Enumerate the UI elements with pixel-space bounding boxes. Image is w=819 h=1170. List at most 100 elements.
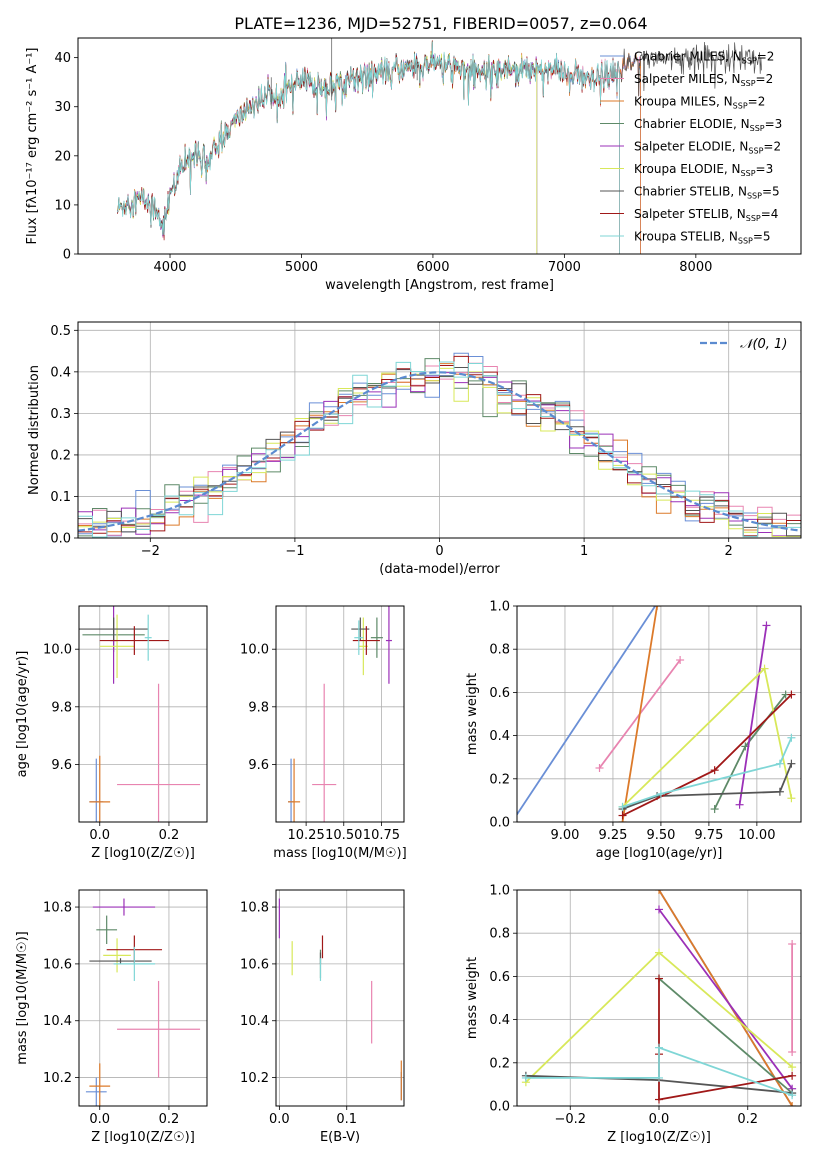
weight-marker — [653, 606, 662, 610]
y-tick-label: 0.5 — [50, 324, 71, 339]
weight-line-salpeter-elodie — [658, 908, 793, 1090]
weight-marker — [788, 1048, 797, 1056]
y-axis-label: mass weight — [465, 957, 480, 1039]
weight-marker — [656, 789, 665, 798]
figure-title: PLATE=1236, MJD=52751, FIBERID=0057, z=0… — [234, 14, 647, 33]
x-axis-label: age [log10(age/yr)] — [596, 846, 723, 861]
y-tick-label: 0.8 — [489, 643, 510, 658]
x-tick-label: −1 — [285, 544, 304, 559]
plot-area — [79, 606, 201, 822]
y-tick-label: 0.2 — [489, 1056, 510, 1071]
y-tick-label: 9.8 — [51, 700, 72, 715]
weight-marker — [655, 1095, 663, 1104]
legend-label: Salpeter ELODIE, NSSP=2 — [634, 140, 781, 156]
plot-area — [278, 898, 402, 1101]
weight-marker — [655, 1073, 663, 1082]
x-tick-label: 10.00 — [738, 828, 775, 843]
weight-line-kroupa-stelib — [525, 1046, 793, 1097]
weight-marker — [775, 759, 784, 768]
axes-frame — [77, 321, 802, 539]
errorbar-kroupa-miles — [89, 1063, 111, 1106]
weight-marker — [788, 1063, 797, 1072]
plot-area — [78, 352, 801, 538]
x-tick-label: 9.25 — [598, 828, 627, 843]
legend-label: Salpeter MILES, NSSP=2 — [634, 72, 773, 88]
y-axis-label: Normed distribution — [27, 365, 42, 495]
y-tick-label: 10.2 — [43, 1071, 72, 1086]
x-axis-label: mass [log10(M/M☉)] — [273, 846, 406, 861]
x-tick-label: 0 — [435, 544, 443, 559]
weight-marker — [710, 766, 719, 775]
y-tick-label: 10 — [54, 198, 71, 213]
weight-line-chabrier-miles — [517, 606, 656, 817]
gaussian-curve — [78, 371, 801, 532]
y-tick-label: 10.6 — [43, 957, 72, 972]
y-axis-label: Flux [fλ10⁻¹⁷ erg cm⁻² s⁻¹ A⁻¹] — [25, 48, 40, 245]
errorbar-kroupa-stelib — [354, 620, 364, 655]
panel-mass_vs_Z: 0.0 0.2 10.2 10.4 10.6 10.8 Z [log10(Z/Z☉)] mas… — [15, 889, 208, 1145]
weight-marker — [787, 690, 796, 699]
y-tick-label: 0.0 — [50, 532, 71, 547]
weight-marker — [655, 890, 663, 894]
panel-age_vs_Z: 0.0 0.2 9.6 9.8 10.0 Z [log10(Z/Z☉)] age [log1… — [15, 605, 208, 861]
spectrum-line-salpeter-stelib — [117, 40, 620, 254]
panel-spectrum: 4000 5000 6000 7000 8000 0 10 20 30 40 wavelength … — [25, 37, 802, 293]
y-axis-label: mass weight — [465, 673, 480, 755]
legend-gaussian-label: 𝒩(0, 1) — [740, 337, 787, 352]
errorbar-kroupa-stelib — [144, 614, 152, 661]
weight-marker — [788, 940, 797, 948]
x-tick-label: −2 — [141, 544, 160, 559]
legend-label: Kroupa ELODIE, NSSP=3 — [634, 162, 773, 178]
y-tick-label: 0.8 — [489, 927, 510, 942]
x-tick-label: 2 — [725, 544, 733, 559]
weight-marker — [618, 811, 627, 820]
weight-marker — [788, 1102, 797, 1106]
errorbar-salpeter-elodie — [385, 606, 392, 684]
y-tick-label: 0.2 — [489, 772, 510, 787]
errorbar-chabrier-stelib — [79, 617, 149, 641]
errorbar-kroupa-elodie — [103, 938, 131, 973]
weight-marker — [760, 664, 769, 673]
weight-marker — [655, 905, 663, 914]
x-tick-label: 0.2 — [737, 1112, 758, 1127]
axes-frame — [78, 889, 208, 1107]
weight-line-kroupa-stelib — [622, 737, 793, 808]
plot-area — [521, 890, 797, 1106]
y-tick-label: 0.1 — [50, 490, 71, 505]
y-tick-label: 10.8 — [43, 901, 72, 916]
y-tick-label: 10.0 — [43, 643, 72, 658]
errorbar-kroupa-miles — [288, 758, 301, 822]
y-tick-label: 0.0 — [489, 1100, 510, 1115]
weight-marker — [710, 805, 719, 814]
x-axis-label: (data-model)/error — [379, 562, 500, 577]
y-tick-label: 0.4 — [489, 729, 510, 744]
x-tick-label: 0.2 — [159, 828, 180, 843]
weight-line-salpeter-stelib — [622, 693, 793, 817]
errorbar-kroupa-elodie — [99, 614, 135, 678]
axes-frame — [77, 37, 802, 255]
errorbar-salpeter-miles — [117, 980, 201, 1078]
plot-area — [85, 898, 201, 1106]
x-tick-label: 4000 — [153, 260, 186, 275]
x-tick-label: 0.0 — [649, 1112, 670, 1127]
panel-weight_vs_age: 9.00 9.25 9.50 9.75 10.00 0.0 0.2 0.4 0.6 0.8 1.0 a… — [465, 600, 802, 861]
x-tick-label: 9.75 — [694, 828, 723, 843]
weight-marker — [655, 974, 663, 983]
y-tick-label: 10.4 — [43, 1014, 72, 1029]
weight-marker — [775, 787, 784, 796]
weight-marker — [762, 621, 771, 630]
errorbar-salpeter-stelib — [352, 626, 380, 655]
y-tick-label: 0.6 — [489, 970, 510, 985]
axes-frame — [78, 605, 208, 823]
x-tick-label: 9.50 — [646, 828, 675, 843]
axes-frame — [516, 605, 802, 823]
axes-frame — [516, 889, 802, 1107]
y-tick-label: 1.0 — [489, 884, 510, 899]
legend-label: Salpeter STELIB, NSSP=4 — [634, 207, 778, 223]
weight-marker — [655, 1043, 663, 1052]
errorbar-chabrier-elodie — [370, 617, 383, 658]
weight-marker — [788, 1071, 797, 1080]
panel-residuals: −2 −1 0 1 2 0.0 0.1 0.2 0.3 0.4 0.5 (data-model)/er… — [27, 321, 802, 577]
x-tick-label: 6000 — [416, 260, 449, 275]
x-tick-label: 10.50 — [325, 828, 362, 843]
